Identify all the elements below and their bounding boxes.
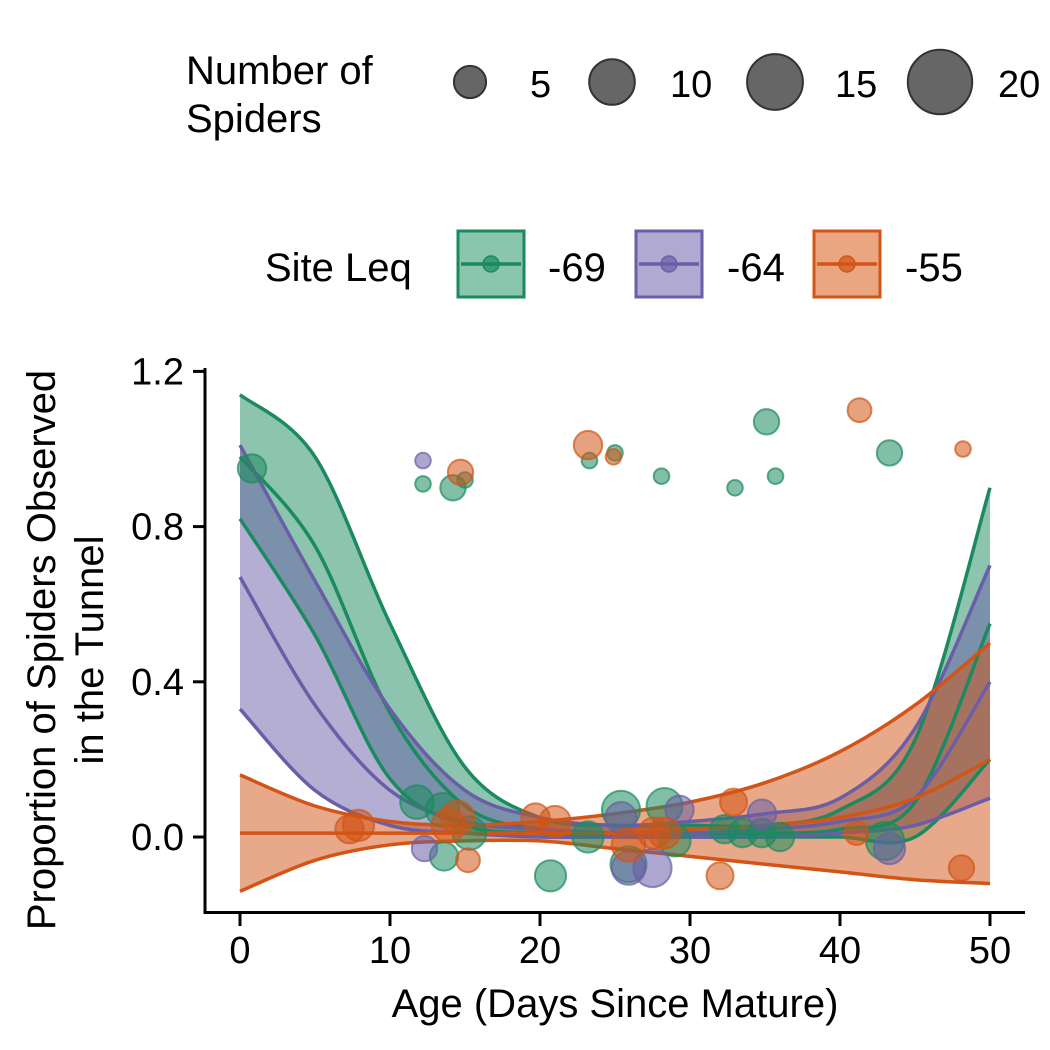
- x-tick-label: 0: [229, 930, 250, 972]
- y-tick-label: 1.2: [131, 351, 184, 393]
- data-point: [846, 397, 873, 424]
- data-point: [664, 794, 695, 825]
- data-point: [875, 439, 904, 467]
- size-legend-key: [452, 64, 488, 100]
- size-legend-title-line1: Number of: [186, 49, 374, 93]
- site-legend-entries: -69 -64 -55: [456, 229, 963, 299]
- size-legend: Number of Spiders 5 10 15 20: [186, 48, 1040, 141]
- data-point: [752, 408, 781, 436]
- size-legend-title-line2: Spiders: [186, 97, 322, 141]
- x-ticks: 0 10 20 30 40 50: [229, 914, 1011, 972]
- data-point: [414, 451, 432, 470]
- site-legend: Site Leq -69 -64 -55: [265, 229, 963, 299]
- x-tick-label: 30: [669, 930, 711, 972]
- data-point: [954, 440, 972, 458]
- axes: 0 10 20 30 40 50 0.0 0.4 0.8 1.2: [131, 351, 1025, 972]
- site-legend-key-dot: [482, 255, 500, 273]
- data-point: [843, 820, 870, 846]
- data-point: [764, 821, 796, 853]
- data-point: [446, 458, 475, 486]
- site-legend-title: Site Leq: [265, 246, 412, 290]
- data-point: [719, 787, 748, 817]
- data-point: [652, 467, 671, 486]
- data-point: [538, 804, 572, 839]
- plot-area: [236, 393, 992, 893]
- site-legend-label: -64: [727, 246, 785, 290]
- data-point: [872, 832, 907, 866]
- x-tick-label: 50: [969, 930, 1011, 972]
- confidence-band-0: [240, 394, 990, 843]
- data-point: [947, 854, 976, 882]
- data-point: [746, 798, 778, 829]
- size-legend-key: [906, 48, 974, 116]
- site-legend-key-dot: [660, 255, 678, 273]
- size-legend-label: 5: [530, 64, 551, 106]
- data-point: [341, 808, 376, 843]
- y-axis-label-line1: Proportion of Spiders Observed: [20, 370, 64, 930]
- y-tick-label: 0.8: [131, 507, 184, 549]
- data-point: [604, 448, 623, 466]
- size-legend-key: [746, 53, 804, 111]
- data-point: [571, 820, 605, 854]
- data-point: [533, 859, 568, 893]
- data-point: [705, 861, 735, 891]
- y-tick-label: 0.0: [131, 817, 184, 859]
- data-point: [766, 467, 785, 486]
- data-points: [236, 397, 976, 893]
- data-point: [455, 847, 481, 874]
- confidence-band-2: [240, 643, 990, 892]
- data-point: [647, 816, 682, 850]
- data-point: [572, 429, 604, 461]
- size-legend-label: 10: [670, 64, 712, 106]
- data-point: [410, 834, 439, 863]
- x-axis-label: Age (Days Since Mature): [392, 982, 839, 1026]
- data-point: [414, 475, 432, 493]
- y-ticks: 0.0 0.4 0.8 1.2: [131, 351, 205, 859]
- x-tick-label: 10: [369, 930, 411, 972]
- size-legend-label: 15: [835, 64, 877, 106]
- y-tick-label: 0.4: [131, 662, 184, 704]
- data-point: [439, 799, 476, 836]
- data-point: [236, 453, 268, 484]
- y-axis-label-line2: in the Tunnel: [68, 535, 112, 764]
- x-tick-label: 40: [819, 930, 861, 972]
- size-legend-label: 20: [998, 64, 1040, 106]
- site-legend-key-dot: [838, 255, 856, 273]
- site-legend-label: -69: [548, 246, 606, 290]
- site-legend-label: -55: [905, 246, 963, 290]
- size-legend-entries: 5 10 15 20: [452, 48, 1040, 116]
- x-tick-label: 20: [519, 930, 561, 972]
- data-point: [726, 479, 744, 497]
- size-legend-key: [588, 58, 636, 106]
